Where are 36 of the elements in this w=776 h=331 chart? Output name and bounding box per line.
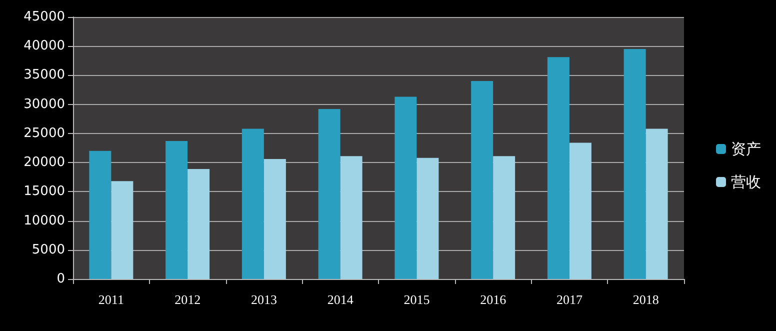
bar: [624, 49, 646, 279]
bar: [111, 181, 134, 279]
x-tick-label: 2012: [174, 292, 201, 307]
y-tick-label: 0: [56, 272, 65, 286]
y-tick-label: 35000: [24, 68, 65, 83]
y-tick-label: 30000: [24, 96, 65, 112]
x-tick-label: 2017: [556, 292, 583, 307]
y-tick-label: 25000: [24, 126, 65, 141]
y-tick-label: 40000: [24, 38, 65, 54]
y-tick-label: 45000: [24, 10, 65, 24]
bar: [493, 156, 516, 279]
x-tick-label: 2018: [632, 292, 659, 307]
bar: [394, 96, 417, 279]
y-tick-label: 5000: [32, 242, 65, 258]
bar: [242, 128, 264, 279]
legend-label: 营收: [731, 173, 761, 191]
bar: [416, 158, 439, 279]
x-tick-label: 2015: [404, 292, 430, 307]
y-tick-label: 20000: [24, 155, 65, 170]
bar: [547, 57, 570, 279]
bar: [569, 142, 592, 279]
x-tick-label: 2016: [480, 292, 507, 307]
x-tick-label: 2013: [250, 292, 277, 307]
legend-label: 资产: [731, 140, 761, 158]
bar: [188, 168, 210, 279]
bar: [166, 141, 188, 279]
x-tick-label: 2014: [327, 292, 354, 307]
bar: [471, 81, 494, 279]
y-tick-label: 15000: [24, 184, 65, 200]
bar: [646, 128, 668, 279]
y-tick-label: 10000: [24, 213, 65, 228]
bar: [318, 108, 340, 279]
x-tick-label: 2011: [98, 292, 124, 307]
bar: [89, 150, 112, 279]
bar: [340, 156, 362, 279]
bar: [264, 159, 286, 279]
